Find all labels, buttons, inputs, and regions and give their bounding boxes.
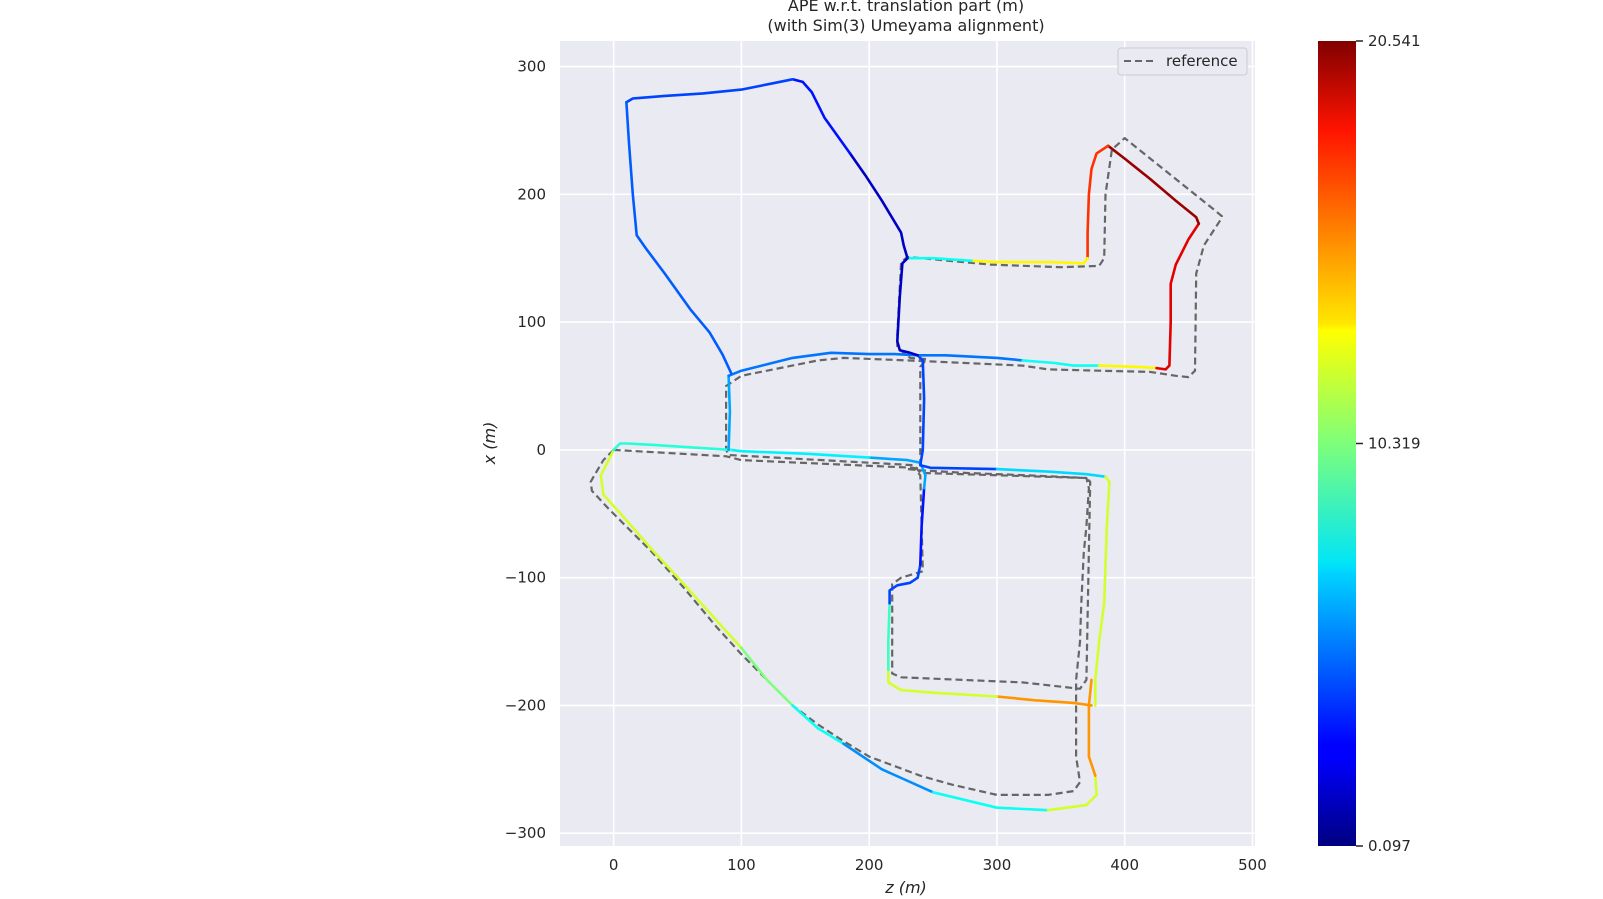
y-tick-label: −100 (505, 569, 546, 587)
plot-area (560, 41, 1255, 846)
x-tick-label: 400 (1110, 856, 1139, 874)
estimate-segment (1046, 774, 1098, 812)
estimate-segment (842, 742, 935, 794)
estimate-segment (895, 256, 920, 357)
legend-box (1117, 47, 1248, 76)
estimate-segment (727, 374, 732, 452)
colorbar-gradient (1318, 41, 1356, 846)
legend-reference-label: reference (1166, 52, 1238, 70)
estimate-segment (918, 486, 926, 567)
estimate-segment (970, 256, 1089, 265)
estimate-segment (995, 467, 1107, 479)
estimate-segment (612, 442, 733, 452)
estimate-segment (1021, 359, 1101, 367)
x-axis-ticks: 0 100 200 300 400 500 (609, 856, 1267, 874)
x-tick-label: 0 (609, 856, 619, 874)
estimate-segment (740, 646, 794, 707)
estimate-segment (995, 695, 1093, 707)
estimate-segment (916, 353, 1024, 362)
colorbar-ticks: 20.541 10.319 0.097 (1356, 32, 1421, 855)
x-tick-label: 200 (855, 856, 884, 874)
y-tick-label: 200 (517, 185, 546, 203)
estimate-segment (1086, 144, 1110, 260)
estimate-segment (1094, 475, 1111, 707)
title-block: APE w.r.t. translation part (m) (with Si… (767, 0, 1044, 35)
y-tick-label: −300 (505, 824, 546, 842)
colorbar-tick-label: 0.097 (1368, 837, 1411, 855)
estimate-segment (906, 256, 973, 263)
colorbar: 20.541 10.319 0.097 (1318, 32, 1421, 855)
y-tick-label: 0 (536, 441, 546, 459)
estimate-segment (886, 668, 999, 698)
estimated-trajectory (599, 78, 1201, 812)
y-axis-label: x (m) (480, 422, 499, 466)
estimate-segment (729, 448, 871, 459)
estimate-segment (599, 448, 743, 650)
estimate-segment (727, 351, 920, 378)
x-tick-label: 500 (1238, 856, 1267, 874)
y-axis-ticks: 300 200 100 0 −100 −200 −300 (505, 58, 546, 843)
estimate-segment (1155, 222, 1201, 371)
colorbar-tick-label: 20.541 (1368, 32, 1421, 50)
x-axis-label: z (m) (884, 878, 927, 897)
estimate-segment (886, 601, 891, 672)
estimate-segment (1106, 144, 1201, 225)
estimate-segment (791, 704, 845, 746)
legend: reference (1117, 47, 1248, 76)
colorbar-tick-label: 10.319 (1368, 435, 1421, 453)
x-tick-label: 100 (727, 856, 756, 874)
estimate-segment (625, 78, 794, 104)
chart-subtitle: (with Sim(3) Umeyama alignment) (767, 16, 1044, 35)
estimate-segment (625, 101, 733, 375)
y-tick-label: −200 (505, 696, 546, 714)
estimate-segment (1097, 364, 1158, 370)
chart-title: APE w.r.t. translation part (m) (788, 0, 1024, 15)
y-tick-label: 100 (517, 313, 546, 331)
estimate-segment (1087, 678, 1097, 778)
estimate-segment (848, 152, 909, 260)
y-tick-label: 300 (517, 58, 546, 76)
estimate-segment (791, 78, 852, 155)
estimate-segment (916, 353, 999, 471)
estimate-segment (931, 790, 1050, 812)
x-tick-label: 300 (983, 856, 1012, 874)
estimate-segment (888, 563, 922, 605)
